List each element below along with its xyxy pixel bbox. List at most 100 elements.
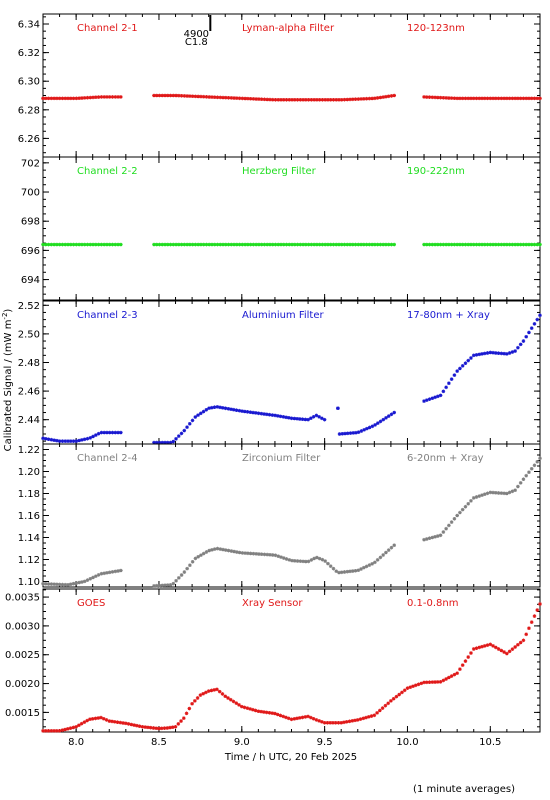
panel-2-data-point <box>66 242 70 247</box>
panel-2-data-point <box>480 242 484 247</box>
panel-5-data-point <box>223 694 228 699</box>
panel-3-data-point <box>237 408 242 413</box>
panel-4-data-point <box>235 550 239 554</box>
panel-5-data-point <box>135 723 139 728</box>
panel-2-data-point <box>49 242 54 247</box>
panel-4-ytick-label: 1.20 <box>18 467 40 478</box>
panel-5-data-point <box>101 716 106 721</box>
panel-1-data-point <box>199 94 203 99</box>
panel-5-data-point <box>510 647 515 651</box>
panel-3-data-point <box>190 418 195 423</box>
panel-4-data-point <box>281 556 286 560</box>
panel-3-data-point <box>317 415 321 419</box>
panel-2-data-point <box>177 242 181 247</box>
panel-5-data-point <box>151 726 156 730</box>
panel-1-data-point <box>284 98 289 102</box>
panel-1-ytick-label: 6.30 <box>18 77 40 88</box>
panel-4-data-point <box>306 559 311 564</box>
panel-1-data-point <box>375 96 380 100</box>
panel-5-data-point <box>444 677 448 681</box>
panel-1-data-point <box>290 98 294 102</box>
panel-2-data-point <box>505 242 509 247</box>
panel-3-data-point <box>370 424 375 429</box>
panel-4-data-point <box>477 494 482 498</box>
panel-1-data-point <box>210 95 214 99</box>
panel-2-data-point <box>444 242 448 247</box>
panel-1-data-point <box>441 95 446 100</box>
panel-5-data-point <box>463 659 468 663</box>
panel-2-data-point <box>430 242 435 247</box>
panel-4-data-point <box>298 559 303 563</box>
panel-1-data-point <box>265 97 270 102</box>
xtick-label: 10.0 <box>396 737 418 748</box>
panel-5-ytick-label: 0.0015 <box>5 708 40 719</box>
panel-4-data-point <box>328 564 333 568</box>
panel-2-data-point <box>499 242 504 247</box>
panel-3-data-point <box>460 364 465 368</box>
panel-4-data-point <box>460 507 465 512</box>
panel-1-data-point <box>251 97 256 101</box>
panel-5-data-point <box>143 725 147 729</box>
panel-2-data-point <box>449 242 454 247</box>
panel-2-data-point <box>535 242 540 247</box>
panel-5-data-point <box>353 718 357 723</box>
panel-4-label-filter: Zirconium Filter <box>242 453 321 464</box>
panel-3-data-point <box>466 358 471 363</box>
panel-2-data-point <box>171 242 176 247</box>
panel-4-data-point <box>320 557 325 562</box>
panel-5-data-point <box>184 711 189 716</box>
panel-5-data-point <box>132 723 136 727</box>
panel-2-ytick-label: 694 <box>21 275 40 286</box>
panel-5-data-point <box>328 720 332 725</box>
panel-4-data-point <box>356 568 361 573</box>
panel-4-data-point <box>452 517 457 521</box>
panel-2-data-point <box>538 242 542 247</box>
panel-1-data-point <box>502 96 506 101</box>
panel-1-label-band: 120-123nm <box>407 23 465 34</box>
panel-2-data-point <box>204 242 209 247</box>
panel-2-data-point <box>482 242 487 247</box>
panel-2-data-point <box>328 242 333 247</box>
panel-4-data-point <box>342 570 347 574</box>
panel-1-data-point <box>157 93 162 98</box>
panel-5-data-point <box>411 684 415 689</box>
panel-1-data-point <box>356 97 361 101</box>
panel-4-data-point <box>301 559 305 564</box>
panel-3-data-point <box>259 411 264 416</box>
panel-3-data-point <box>289 416 294 421</box>
panel-4-data-point <box>392 543 397 547</box>
panel-1-data-point <box>188 94 192 98</box>
panel-3-data-point <box>198 411 203 416</box>
panel-5-data-point <box>55 729 59 733</box>
panel-1-data-point <box>246 96 250 101</box>
panel-2-data-point <box>287 242 292 247</box>
panel-4-data-point <box>110 570 115 574</box>
panel-2-data-point <box>212 242 217 247</box>
panel-1-data-point <box>496 96 501 101</box>
panel-3-data-point <box>303 417 308 422</box>
panel-5-data-point <box>129 722 134 727</box>
panel-2-data-point <box>306 242 311 247</box>
panel-2-data-point <box>91 242 95 247</box>
footnote: (1 minute averages) <box>413 784 515 795</box>
panel-1-data-point <box>521 96 526 101</box>
panel-1-data-point <box>384 94 388 99</box>
x-axis-title: Time / h UTC, 20 Feb 2025 <box>224 752 357 763</box>
panel-3-data-point <box>365 426 369 431</box>
panel-2-data-point <box>348 242 352 247</box>
panel-5-data-point <box>339 720 343 725</box>
panel-1-data-point <box>337 98 341 102</box>
panel-4-data-point <box>201 551 206 556</box>
panel-3-data-point <box>278 414 283 419</box>
panel-5-data-point <box>63 727 67 732</box>
panel-5-data-point <box>173 725 178 729</box>
panel-3-data-point <box>496 351 501 355</box>
panel-3-data-point <box>187 421 192 426</box>
panel-4-data-point <box>91 575 95 580</box>
panel-1-data-point <box>367 96 372 101</box>
panel-1-data-point <box>488 96 493 101</box>
panel-3-data-point <box>201 409 206 414</box>
panel-3-data-point <box>502 351 506 356</box>
panel-1-data-point <box>177 93 181 98</box>
panel-3-data-point <box>99 430 104 435</box>
